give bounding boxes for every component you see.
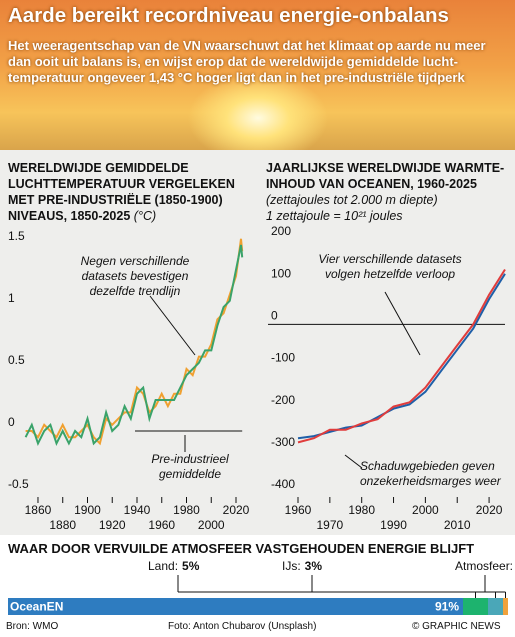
x-tick-label: 1900 bbox=[74, 503, 101, 517]
arrow bbox=[149, 295, 196, 356]
arrow bbox=[384, 291, 421, 356]
annotation-arrows bbox=[149, 291, 421, 469]
chart-background bbox=[0, 150, 515, 535]
data-line bbox=[25, 238, 244, 446]
segment-label: Land: 5% bbox=[148, 559, 200, 573]
y-tick-label: 0.5 bbox=[8, 353, 25, 367]
y-tick-label: 1 bbox=[8, 291, 15, 305]
segment-label: Atmosfeer:1% bbox=[455, 559, 515, 573]
chart-title: WERELDWIJDE GEMIDDELDE LUCHTTEMPERATUUR … bbox=[8, 161, 235, 223]
x-tick-label: 1940 bbox=[124, 503, 151, 517]
bar-title: WAAR DOOR VERVUILDE ATMOSFEER VASTGEHOUD… bbox=[8, 541, 475, 556]
chart-title-block: WERELDWIJDE GEMIDDELDE LUCHTTEMPERATUUR … bbox=[8, 160, 256, 224]
y-tick-label: -200 bbox=[271, 393, 295, 407]
chart-note: 1 zettajoule = 10²¹ joules bbox=[266, 209, 403, 223]
x-tick-label: 1980 bbox=[348, 503, 375, 517]
bar-segment bbox=[488, 598, 503, 615]
x-tick-label: 1960 bbox=[285, 503, 312, 517]
category: Atmosfeer: bbox=[455, 559, 513, 573]
annotation: Negen verschillende datasets bevestigen … bbox=[80, 254, 190, 298]
data-line bbox=[24, 244, 244, 447]
x-tick-label: 1880 bbox=[49, 518, 76, 532]
y-tick-label: 0 bbox=[271, 309, 278, 323]
y-tick-label: -300 bbox=[271, 435, 295, 449]
value-label: 3% bbox=[305, 559, 323, 573]
x-tick-label: 1920 bbox=[99, 518, 126, 532]
data-line bbox=[297, 268, 506, 444]
title: Aarde bereikt recordniveau energie-onbal… bbox=[8, 4, 449, 27]
y-tick-label: 200 bbox=[271, 224, 291, 238]
bar-segment bbox=[463, 598, 488, 615]
x-tick-label: 1960 bbox=[148, 518, 175, 532]
y-unit: (°C) bbox=[133, 209, 157, 223]
annotation: Pre-industrieel gemiddelde bbox=[151, 452, 229, 481]
y-tick-label: 1.5 bbox=[8, 229, 25, 243]
chart-title: JAARLIJKSE WERELDWIJDE WARMTE-INHOUD VAN… bbox=[266, 161, 505, 191]
annotation: Schaduwgebieden geven onzekerheidsmarges… bbox=[360, 459, 501, 488]
y-tick-label: -100 bbox=[271, 351, 295, 365]
value-label: 5% bbox=[182, 559, 200, 573]
annotation: Vier verschillende datasets volgen hetze… bbox=[318, 252, 462, 281]
data-line bbox=[297, 273, 506, 440]
value-label: 91% bbox=[435, 600, 459, 614]
x-tick-label: 2020 bbox=[476, 503, 503, 517]
x-tick-label: 1980 bbox=[173, 503, 200, 517]
x-tick-label: 2010 bbox=[444, 518, 471, 532]
y-tick-label: 0 bbox=[8, 415, 15, 429]
x-tick-label: 2020 bbox=[223, 503, 250, 517]
x-tick-label: 1970 bbox=[316, 518, 343, 532]
x-tick-label: 2000 bbox=[198, 518, 225, 532]
y-tick-label: -400 bbox=[271, 477, 295, 491]
x-tick-label: 1860 bbox=[25, 503, 52, 517]
photo-credit: Foto: Anton Chubarov (Unsplash) bbox=[168, 621, 317, 632]
header-photo bbox=[0, 0, 515, 150]
source: Bron: WMO bbox=[6, 621, 59, 632]
x-tick-label: 2000 bbox=[412, 503, 439, 517]
x-tick-label: 1990 bbox=[380, 518, 407, 532]
segment-label: OceanEN bbox=[10, 600, 63, 614]
arrow bbox=[344, 454, 363, 469]
subtitle: Het weeragentschap van de VN waarschuwt … bbox=[8, 38, 486, 85]
segment-label: IJs: 3% bbox=[282, 559, 322, 573]
y-tick-label: 100 bbox=[271, 266, 291, 280]
y-tick-label: -0.5 bbox=[8, 477, 29, 491]
credit: © GRAPHIC NEWS bbox=[412, 621, 501, 632]
chart-subtitle: (zettajoules tot 2.000 m diepte) bbox=[266, 193, 438, 207]
bar-segment bbox=[8, 598, 463, 615]
category: Land: bbox=[148, 559, 178, 573]
category: IJs: bbox=[282, 559, 301, 573]
bar-segment bbox=[503, 598, 508, 615]
